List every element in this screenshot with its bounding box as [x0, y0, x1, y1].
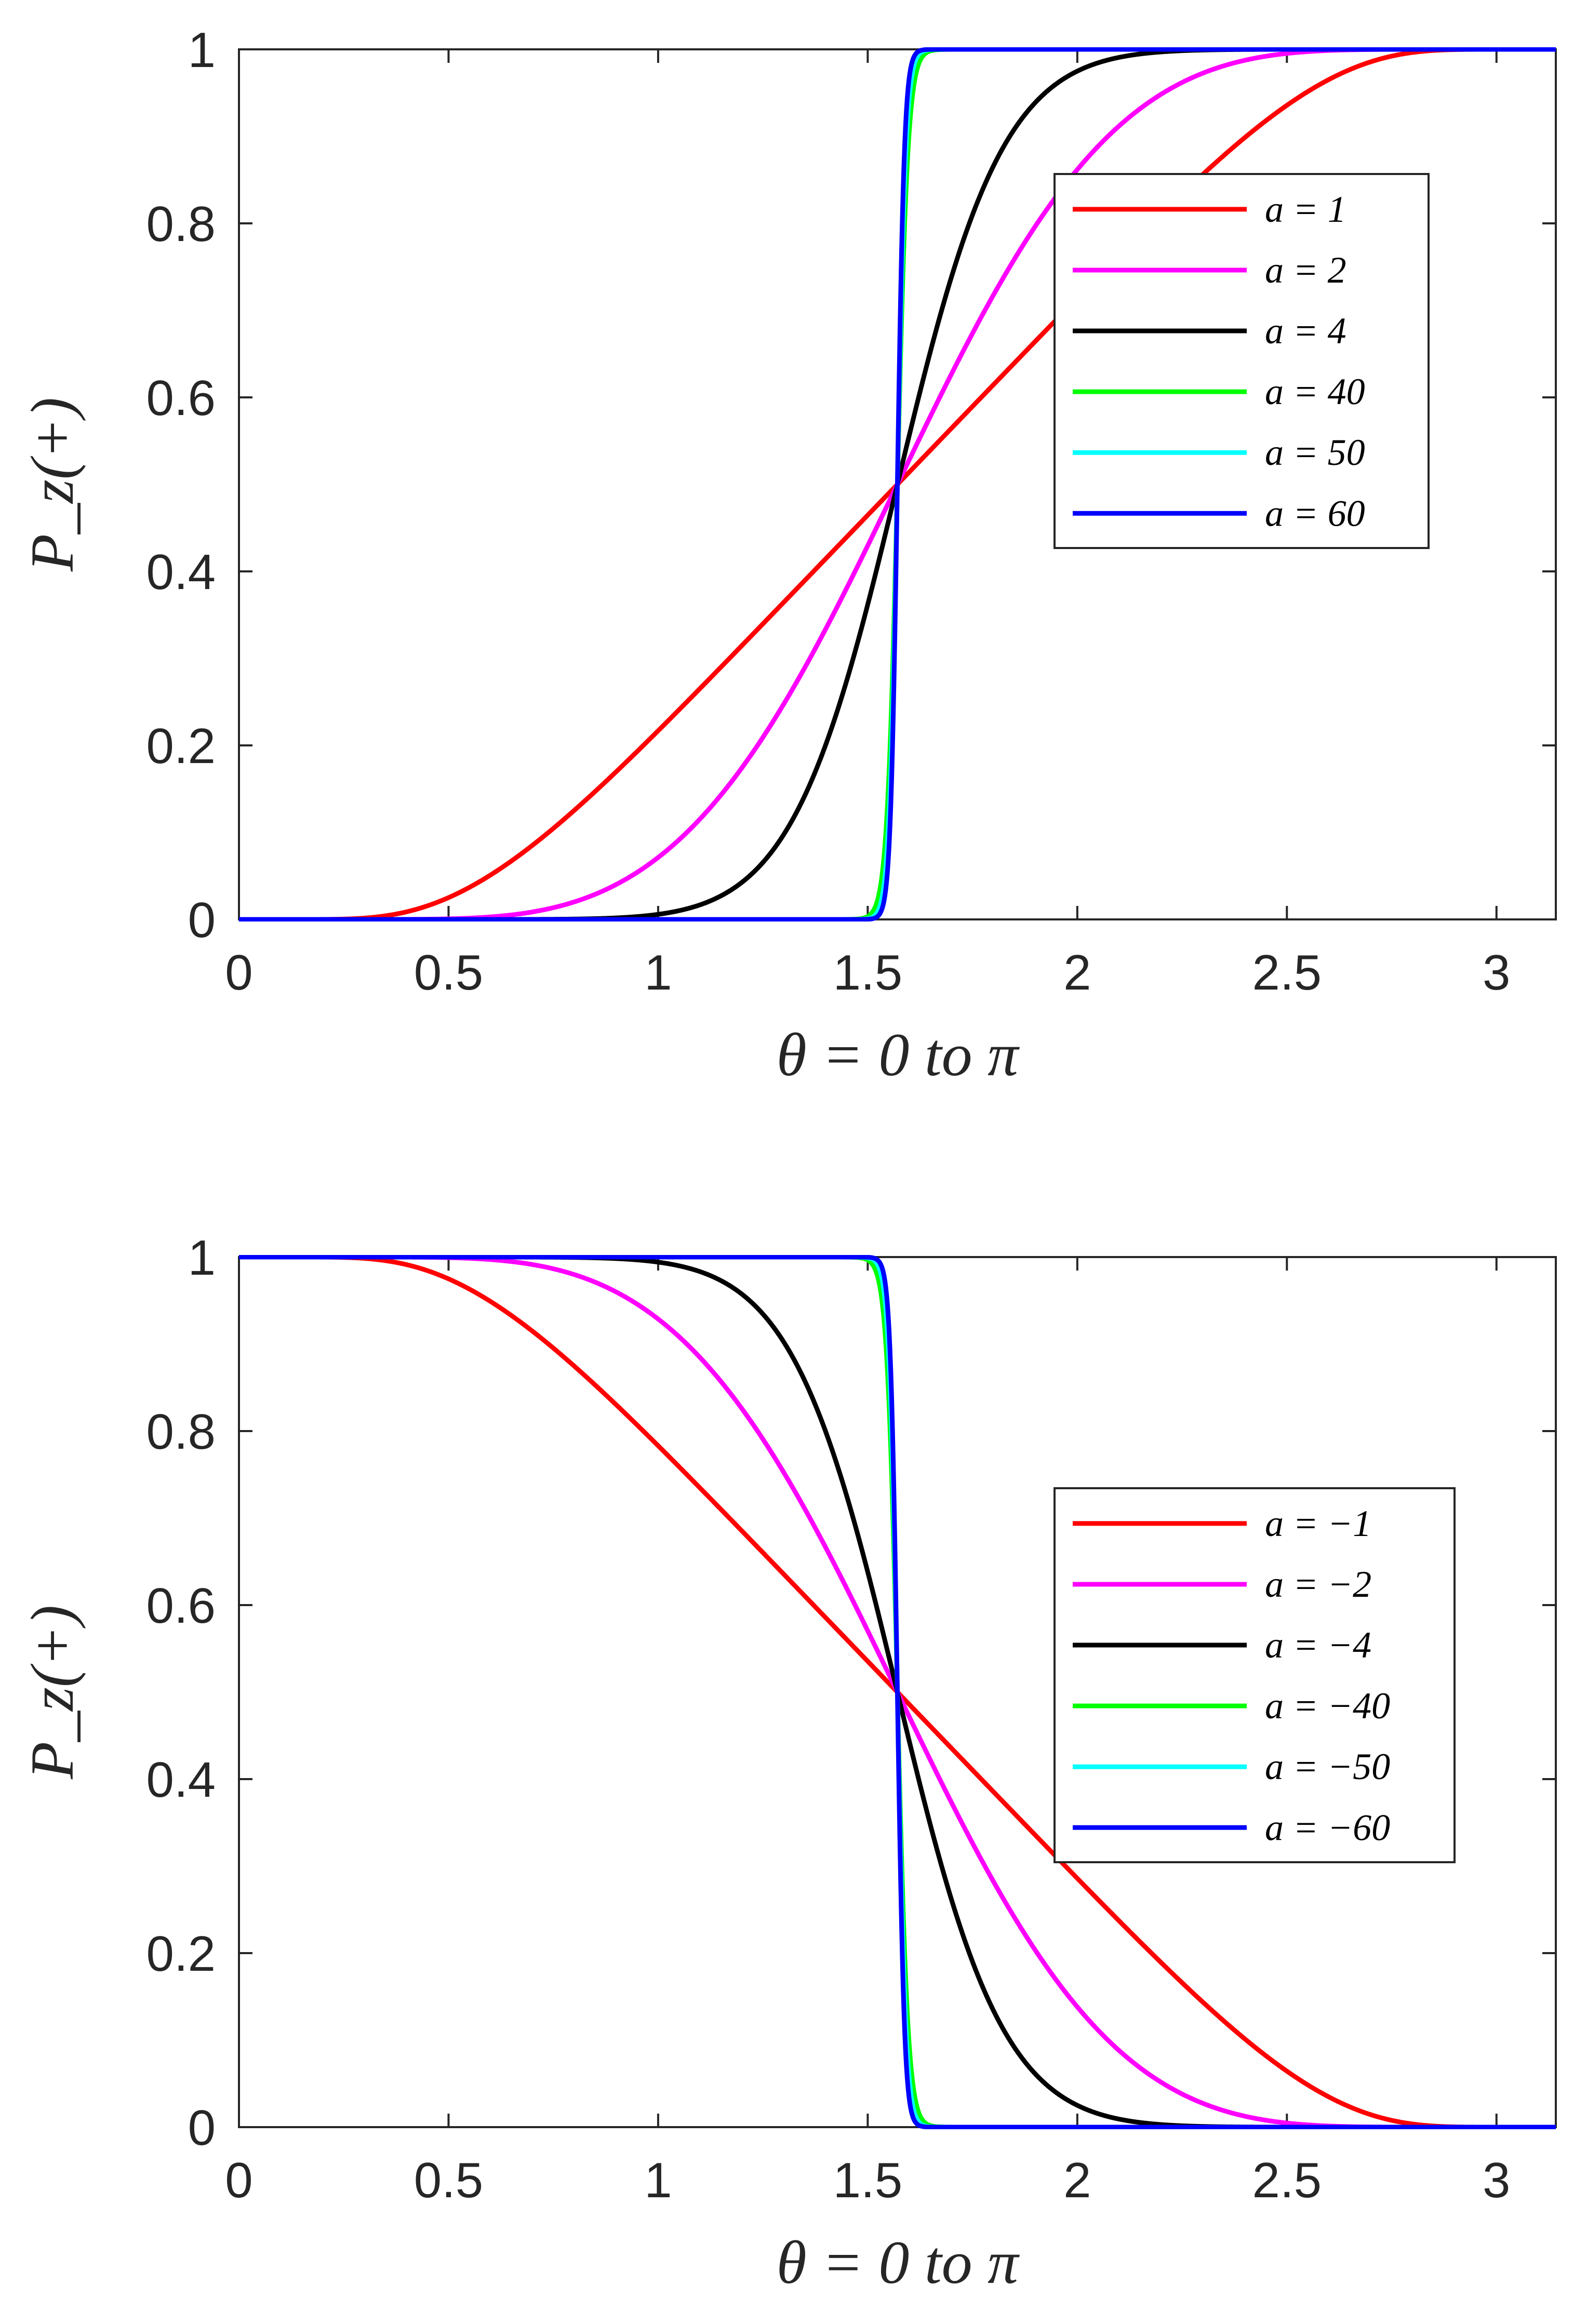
- x-tick-label: 1.5: [833, 945, 902, 1000]
- legend-label: a = 1: [1265, 189, 1346, 230]
- y-tick-label: 0.4: [146, 544, 216, 600]
- y-tick-label: 0: [188, 2100, 216, 2156]
- x-tick-label: 1: [644, 945, 672, 1000]
- series-line: [239, 47, 1556, 921]
- legend-label: a = −40: [1265, 1685, 1390, 1727]
- x-tick-label: 2: [1063, 2153, 1091, 2208]
- legend-label: a = −4: [1265, 1624, 1371, 1666]
- legend-label: a = −60: [1265, 1807, 1390, 1848]
- legend-box: [1053, 173, 1430, 549]
- x-tick-label: 3: [1483, 2153, 1510, 2208]
- legend-label: a = 60: [1265, 492, 1365, 534]
- plot-frame: [238, 1256, 1557, 2128]
- y-tick-label: 0: [188, 892, 216, 948]
- x-tick-label: 0: [225, 945, 252, 1000]
- legend-label: a = −50: [1265, 1746, 1390, 1787]
- plot-frame: [238, 48, 1557, 920]
- y-tick-label: 0.6: [146, 1578, 216, 1634]
- legend-label: a = 40: [1265, 371, 1365, 412]
- y-tick-label: 1: [188, 22, 216, 78]
- x-tick-label: 0.5: [414, 2153, 483, 2208]
- y-axis-title: P_z(+): [18, 1605, 86, 1780]
- y-tick-label: 0.2: [146, 1926, 216, 1982]
- x-tick-label: 2.5: [1252, 2153, 1322, 2208]
- x-tick-label: 3: [1483, 945, 1510, 1000]
- y-tick-label: 0.2: [146, 718, 216, 774]
- y-axis-title: P_z(+): [18, 397, 86, 572]
- top-panel: 0 0.5 1 1.5 2 2.5 3 0 0.2 0.4 0.6 0.8 1 θ = 0 to π P_z…: [18, 22, 1557, 1089]
- x-tick-label: 0: [225, 2153, 252, 2208]
- legend-box: [1053, 1487, 1456, 1863]
- legend-label: a = 2: [1265, 249, 1346, 291]
- series-line: [239, 1255, 1556, 2129]
- x-tick-label: 0.5: [414, 945, 483, 1000]
- y-tick-label: 0.8: [146, 1404, 216, 1460]
- x-tick-label: 2: [1063, 945, 1091, 1000]
- y-tick-label: 1: [188, 1230, 216, 1286]
- x-axis-title: θ = 0 to π: [777, 1021, 1020, 1089]
- legend-label: a = 4: [1265, 310, 1346, 352]
- x-axis-title: θ = 0 to π: [777, 2228, 1020, 2296]
- x-tick-label: 2.5: [1252, 945, 1322, 1000]
- x-tick-label: 1.5: [833, 2153, 902, 2208]
- legend-label: a = −1: [1265, 1503, 1371, 1544]
- y-tick-label: 0.6: [146, 370, 216, 426]
- legend-label: a = 50: [1265, 432, 1365, 473]
- legend: a = −1 a = −2 a = −4 a = −40 a = −50 a = −60: [1053, 1487, 1456, 1863]
- x-tick-label: 1: [644, 2153, 672, 2208]
- legend: a = 1 a = 2 a = 4 a = 40 a = 50 a = 60: [1053, 173, 1430, 549]
- bottom-panel: 0 0.5 1 1.5 2 2.5 3 0 0.2 0.4 0.6 0.8 1 θ = 0 to π P_z…: [18, 1230, 1557, 2296]
- legend-label: a = −2: [1265, 1564, 1371, 1605]
- y-tick-label: 0.8: [146, 196, 216, 252]
- y-tick-label: 0.4: [146, 1752, 216, 1808]
